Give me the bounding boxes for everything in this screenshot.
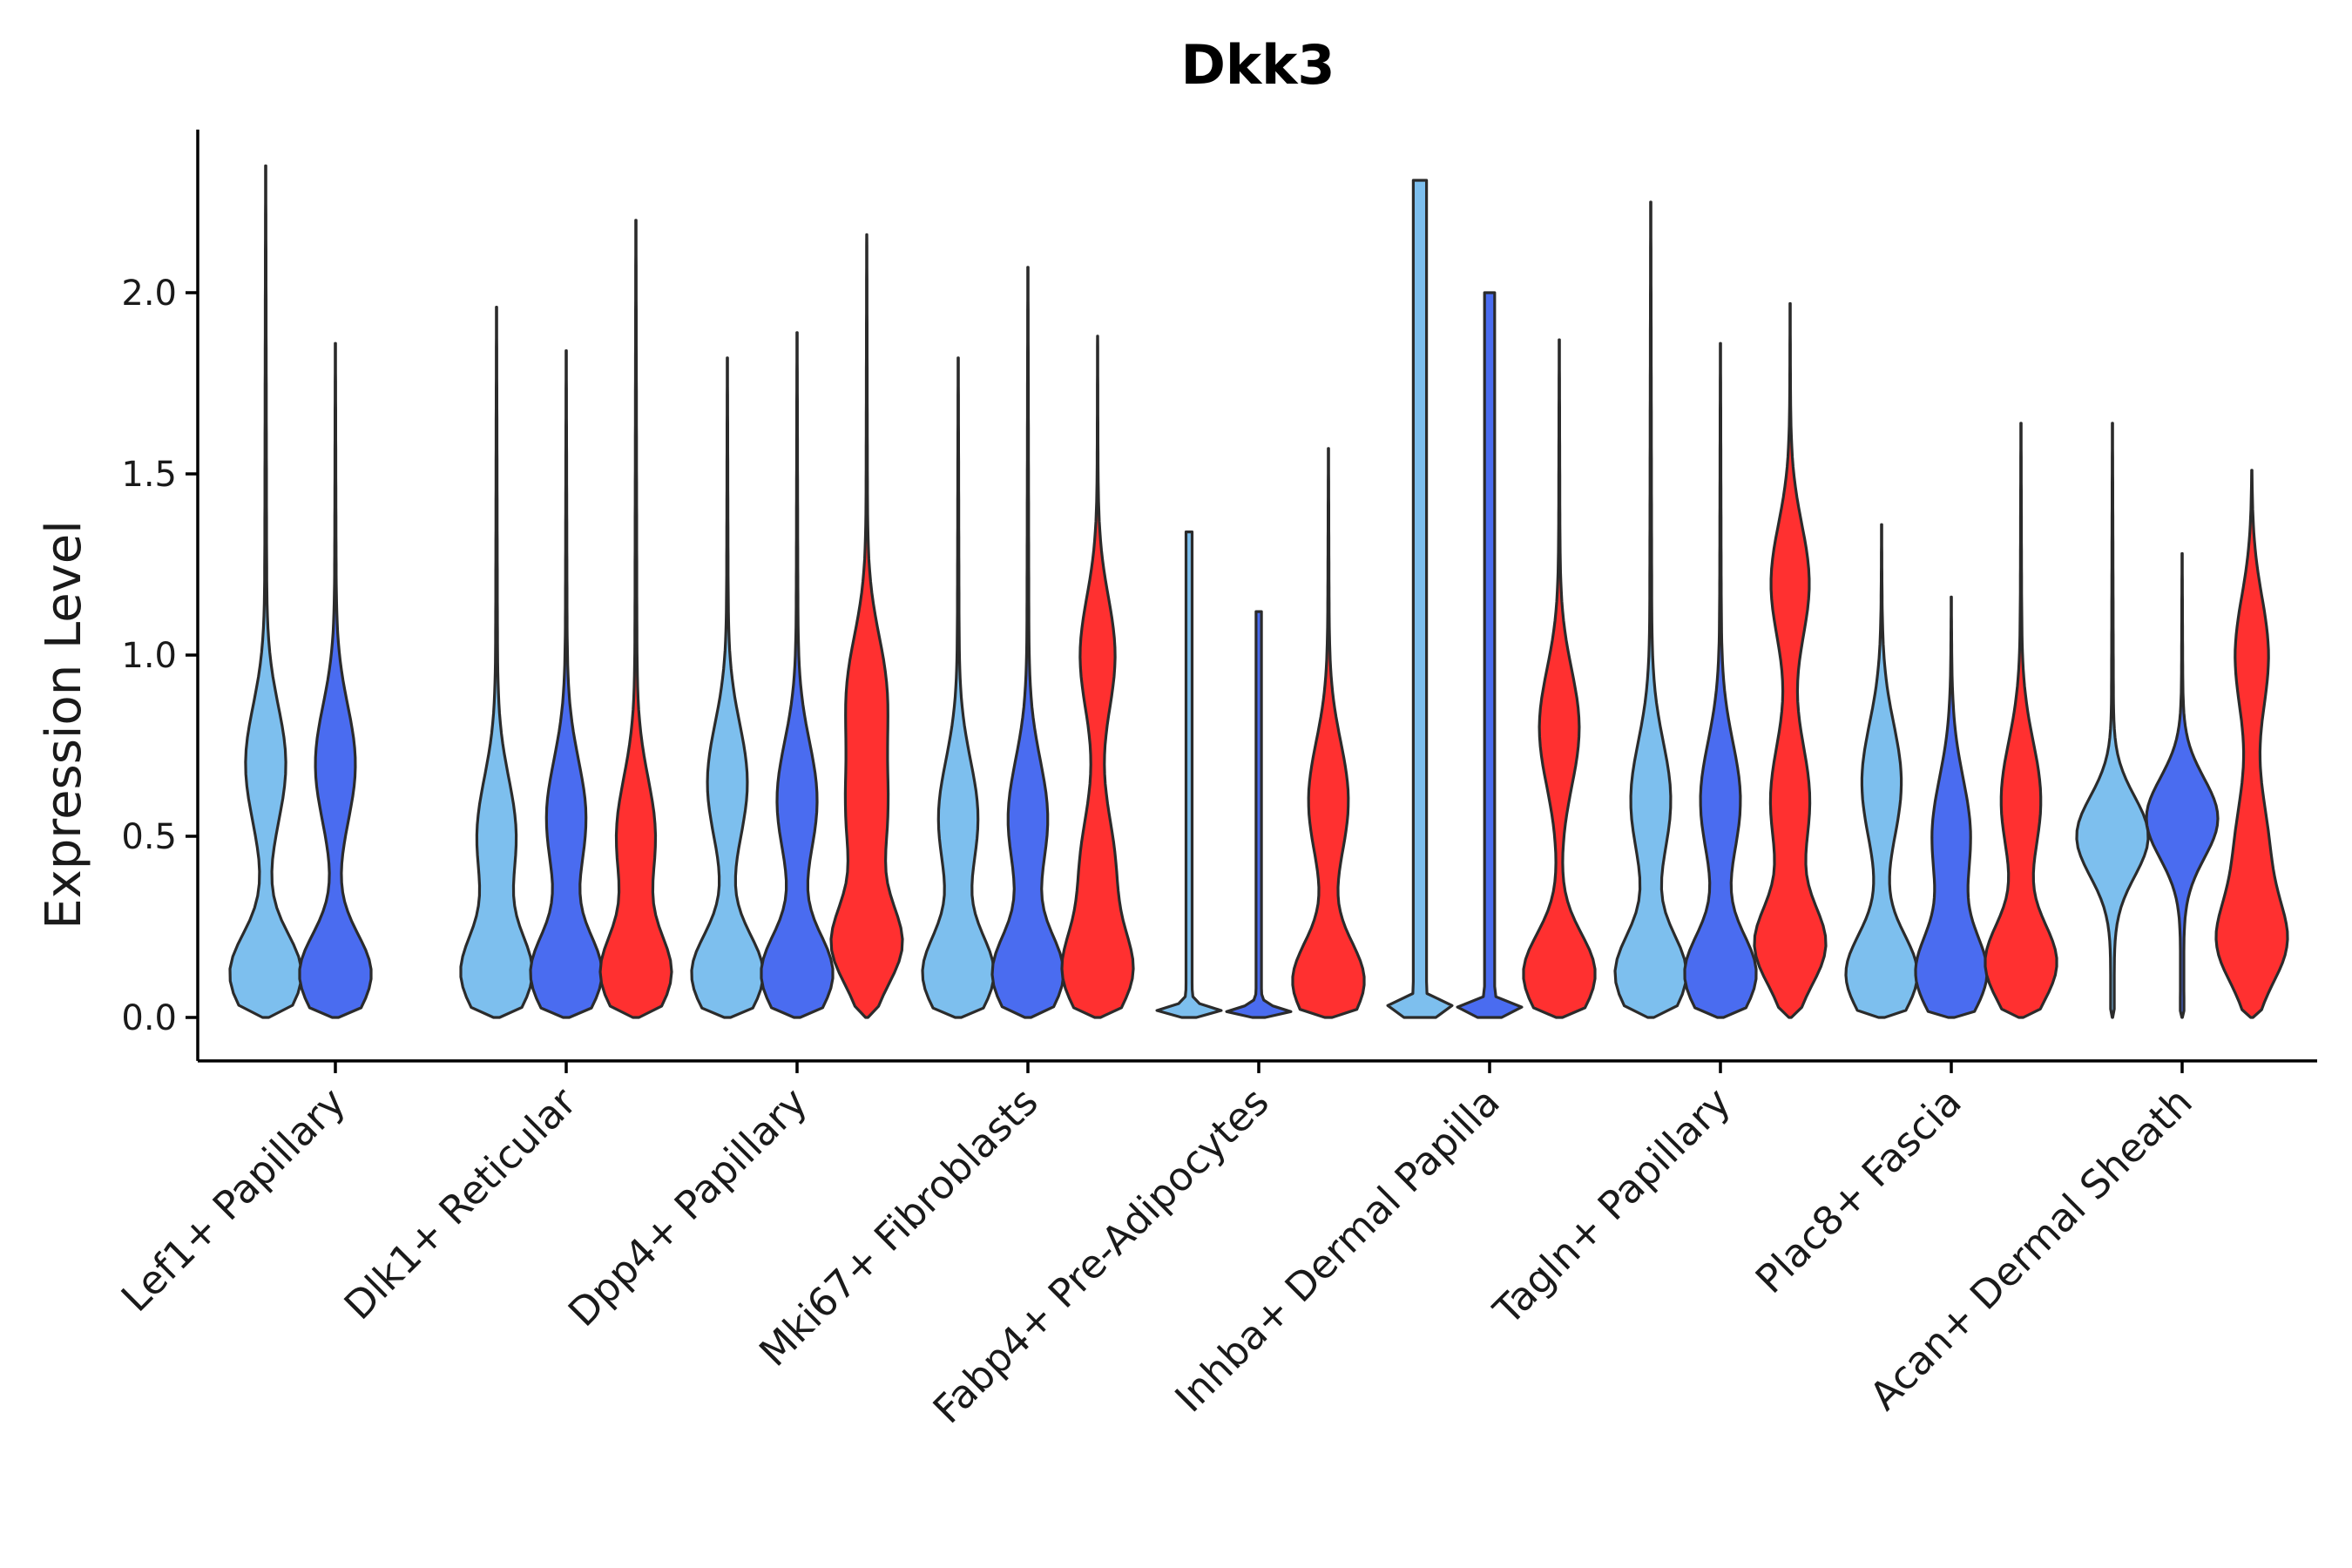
chart-title: Dkk3 [1180,33,1335,97]
violins-layer [228,164,2289,1019]
y-axis-ticks: 0.0 0.5 1.0 1.5 2.0 [121,274,198,1038]
y-tick-label: 0.0 [121,998,177,1038]
violin-group-1 [921,356,996,1019]
violin-group-2 [1914,595,1989,1019]
violin-group-3 [829,233,904,1019]
y-axis-title: Expression Level [36,520,92,929]
violin-group-2 [2145,551,2220,1019]
violin-group-1 [2075,422,2150,1019]
x-tick-label: Dlk1+ Reticular [335,1078,585,1328]
violin-group-1 [690,356,765,1019]
x-tick-label: Dpp4+ Papillary [559,1078,816,1335]
violin-group-1 [228,164,303,1019]
violin-group-2 [1683,341,1758,1019]
violin-group-2 [1225,610,1293,1019]
violin-group-3 [1984,422,2058,1019]
violin-group-1 [1844,523,1919,1019]
violin-group-3 [1522,338,1597,1019]
violin-group-3 [598,219,673,1019]
x-tick-label: Tagln+ Papillary [1484,1078,1740,1334]
violin-group-3 [1753,301,1828,1019]
violin-group-1 [1613,200,1688,1019]
violin-group-3 [1291,447,1366,1019]
violin-group-2 [529,349,604,1019]
violin-group-2 [760,331,835,1019]
violin-group-2 [298,341,373,1019]
x-tick-label: Lef1+ Papillary [112,1078,355,1321]
y-tick-label: 2.0 [121,274,177,314]
y-tick-label: 0.5 [121,817,177,857]
violin-group-1 [1155,531,1223,1019]
violin-group-3 [2214,469,2289,1019]
violin-group-2 [1456,291,1524,1019]
violin-group-1 [1386,179,1454,1019]
y-tick-label: 1.5 [121,455,177,495]
violin-group-1 [459,306,534,1019]
violin-group-2 [990,266,1065,1019]
violin-group-3 [1060,335,1135,1019]
x-tick-label: Plac8+ Fascia [1747,1078,1970,1302]
y-tick-label: 1.0 [121,636,177,676]
